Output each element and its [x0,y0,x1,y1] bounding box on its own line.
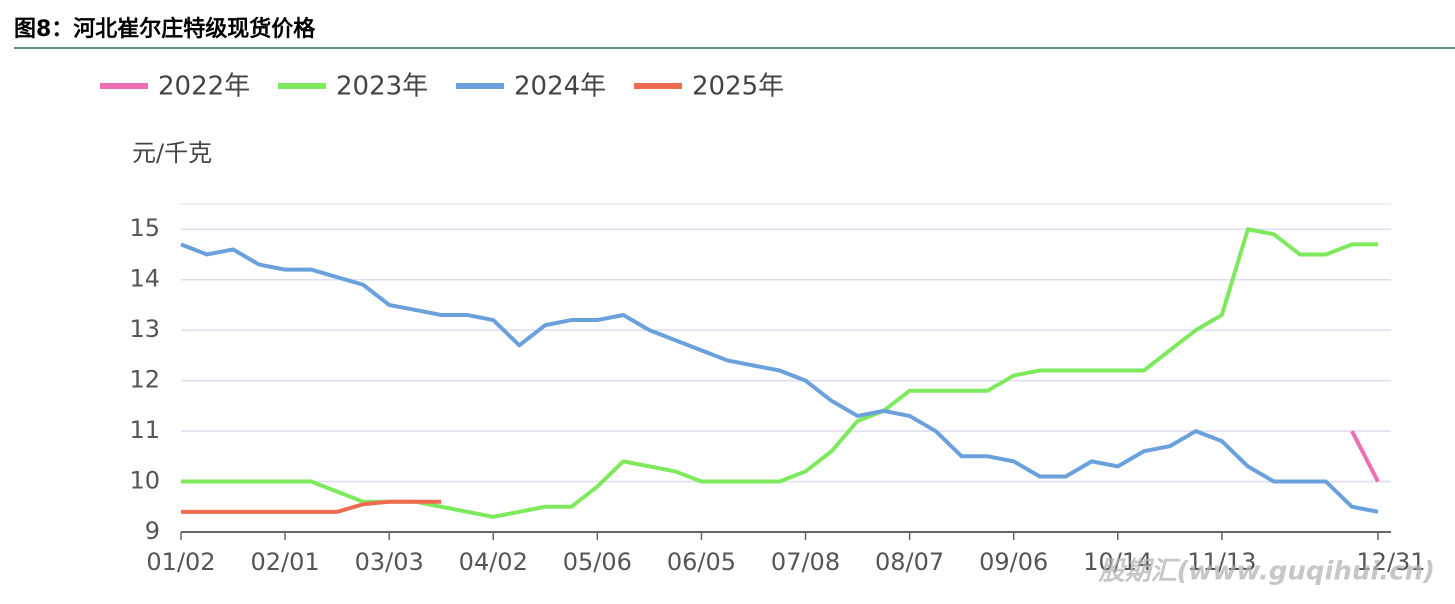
series-line [181,227,1378,519]
legend-label: 2024年 [514,72,606,102]
x-tick-label: 09/06 [979,548,1048,576]
chart-title: 图8：河北崔尔庄特级现货价格 [14,16,316,42]
series-line [180,242,1379,514]
x-tick-label: 04/02 [459,548,528,576]
y-tick-label: 14 [129,265,160,293]
legend-label: 2023年 [336,72,428,102]
x-tick-label: 12/31 [1356,548,1425,576]
y-tick-label: 13 [129,315,160,343]
x-tick-label: 08/07 [875,548,944,576]
legend-label: 2025年 [692,72,784,102]
y-tick-label: 9 [145,517,160,545]
legend-label: 2022年 [158,72,250,102]
y-tick-label: 11 [129,416,160,444]
x-tick-label: 06/05 [667,548,736,576]
x-tick-label: 11/13 [1187,548,1256,576]
y-tick-label: 15 [129,214,160,242]
x-tick-label: 01/02 [146,548,215,576]
series-line [181,499,442,514]
series-line [1350,430,1380,483]
watermark: 股期汇(www.guqihui.cn) [1098,557,1435,587]
x-tick-label: 10/14 [1083,548,1152,576]
x-tick-label: 03/03 [355,548,424,576]
y-axis-label: 元/千克 [132,139,212,167]
x-tick-label: 02/01 [251,548,320,576]
x-tick-label: 07/08 [771,548,840,576]
y-tick-label: 12 [129,366,160,394]
x-tick-label: 05/06 [563,548,632,576]
y-tick-label: 10 [129,467,160,495]
